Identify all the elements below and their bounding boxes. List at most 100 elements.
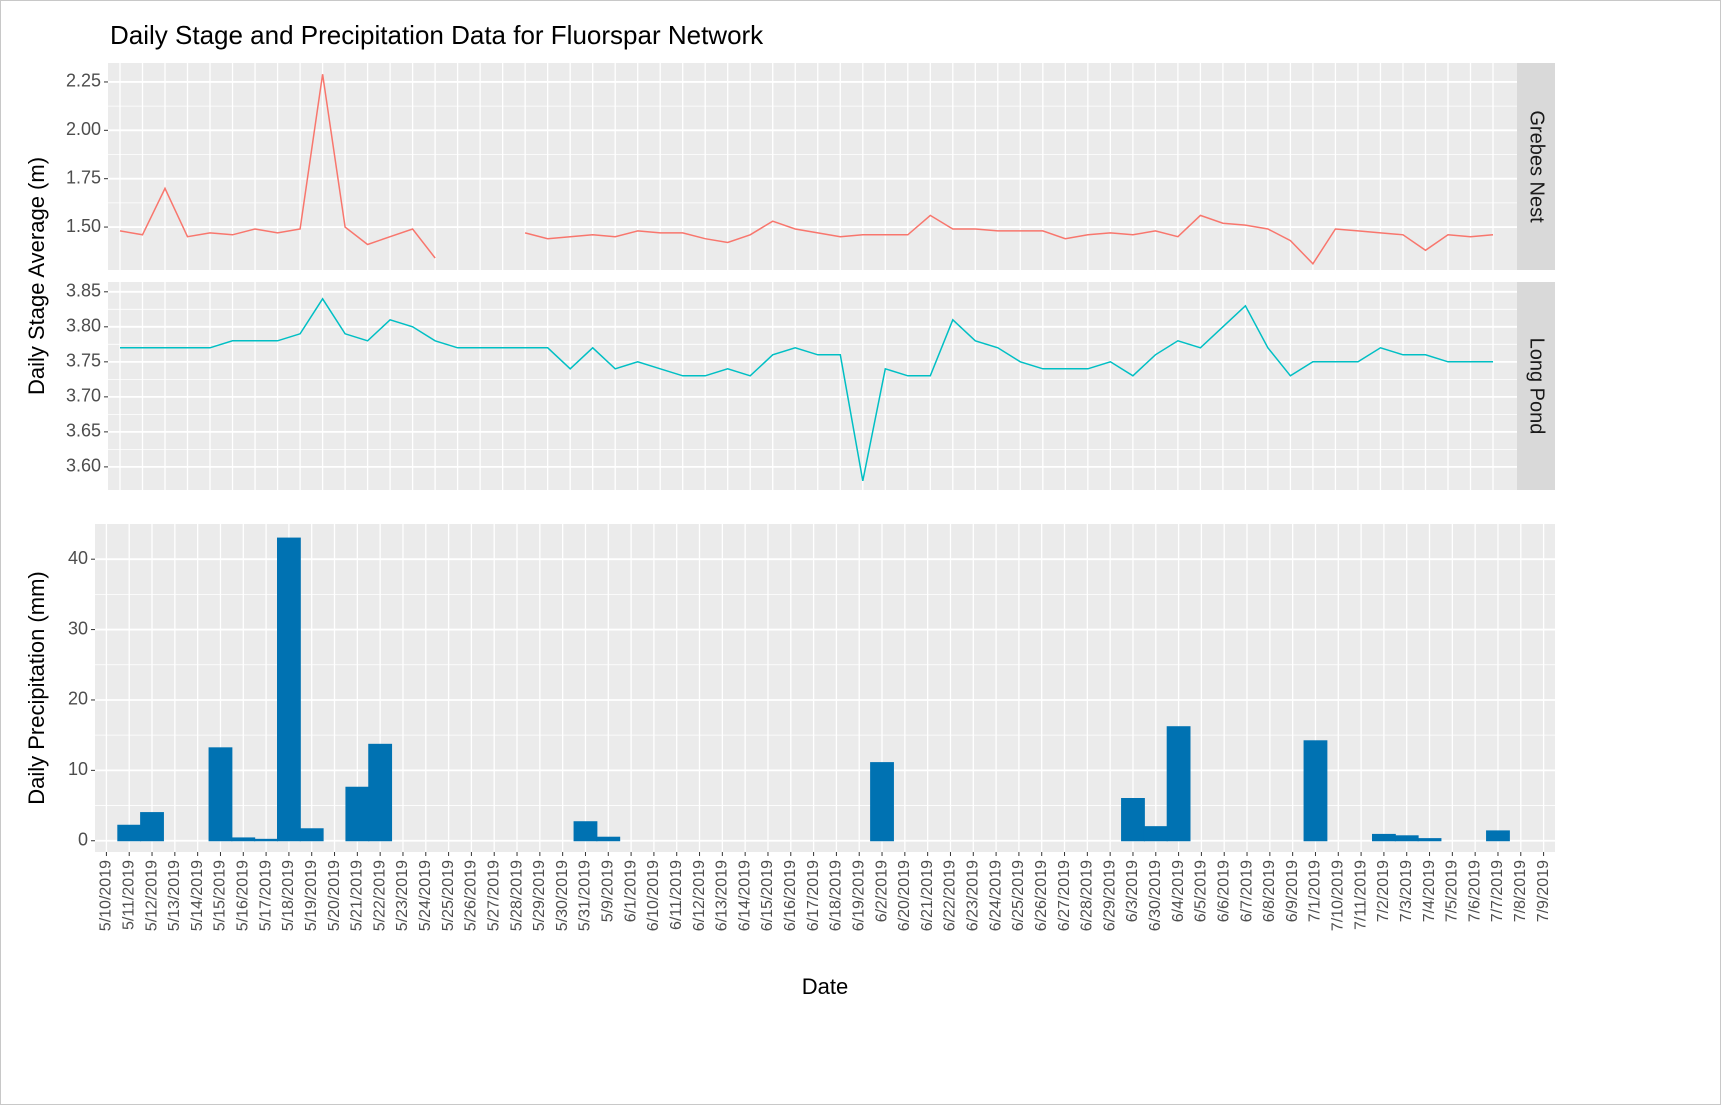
line [120, 297, 1493, 482]
panel-background [108, 63, 1517, 270]
bar [1417, 838, 1442, 842]
x-tick-label: 5/20/2019 [326, 860, 343, 931]
y-tick-label: 40 [68, 548, 88, 568]
x-tick-label: 7/8/2019 [1512, 860, 1529, 922]
bar [231, 837, 256, 842]
bar [1486, 830, 1510, 842]
x-tick-label: 7/3/2019 [1398, 860, 1415, 922]
y-tick-label: 30 [68, 618, 88, 638]
strip-label: Long Pond [1526, 338, 1548, 435]
x-tick-label: 6/27/2019 [1056, 860, 1073, 931]
x-tick-label: 6/29/2019 [1101, 860, 1118, 931]
y-axis-title: Daily Precipitation (mm) [24, 571, 49, 805]
y-tick-label: 3.75 [66, 351, 101, 371]
y-tick-label: 1.50 [66, 216, 101, 236]
x-tick-label: 6/13/2019 [714, 860, 731, 931]
x-tick-label: 7/10/2019 [1330, 860, 1347, 931]
x-tick-label: 6/4/2019 [1170, 860, 1187, 922]
x-tick-label: 5/16/2019 [235, 860, 252, 931]
x-tick-label: 6/23/2019 [965, 860, 982, 931]
x-tick-label: 6/28/2019 [1079, 860, 1096, 931]
x-tick-label: 5/24/2019 [417, 860, 434, 931]
bar [1372, 833, 1396, 842]
line [119, 74, 1494, 265]
bar [1303, 740, 1328, 842]
x-tick-label: 6/12/2019 [691, 860, 708, 931]
bar [299, 828, 324, 842]
y-axis-title: Daily Stage Average (m) [24, 157, 49, 395]
bar [345, 786, 370, 842]
y-tick-label: 0 [78, 829, 88, 849]
strip-background [1517, 63, 1555, 270]
y-tick-label: 3.65 [66, 421, 101, 441]
bar [573, 821, 598, 842]
x-tick-label: 6/11/2019 [668, 860, 685, 930]
x-tick-label: 7/6/2019 [1466, 860, 1483, 922]
x-tick-label: 6/26/2019 [1033, 860, 1050, 931]
y-tick-label: 3.60 [66, 456, 101, 476]
x-tick-label: 6/10/2019 [645, 860, 662, 931]
x-tick-label: 5/18/2019 [280, 860, 297, 931]
x-tick-label: 5/23/2019 [394, 860, 411, 931]
x-tick-label: 6/6/2019 [1215, 860, 1232, 922]
bar [1394, 835, 1419, 842]
chart-title: Daily Stage and Precipitation Data for F… [110, 20, 764, 50]
x-tick-label: 7/4/2019 [1421, 860, 1438, 922]
x-tick-label: 7/11/2019 [1352, 860, 1369, 930]
x-tick-label: 7/9/2019 [1535, 860, 1552, 922]
x-tick-label: 6/9/2019 [1284, 860, 1301, 922]
x-tick-label: 5/17/2019 [257, 860, 274, 931]
x-tick-label: 6/15/2019 [759, 860, 776, 931]
strip-label: Grebes Nest [1526, 110, 1548, 223]
x-tick-label: 5/21/2019 [349, 860, 366, 931]
x-tick-label: 6/24/2019 [987, 860, 1004, 931]
y-tick-label: 20 [68, 689, 88, 709]
x-axis-title: Date [802, 974, 848, 999]
bar [368, 743, 393, 842]
x-tick-label: 5/26/2019 [463, 860, 480, 931]
x-tick-label: 5/14/2019 [189, 860, 206, 931]
x-tick-label: 6/7/2019 [1238, 860, 1255, 922]
x-tick-label: 5/12/2019 [143, 860, 160, 931]
panel-background [108, 282, 1517, 490]
x-tick-label: 7/5/2019 [1444, 860, 1461, 922]
bar [208, 747, 233, 842]
x-tick-label: 6/20/2019 [896, 860, 913, 931]
x-tick-label: 7/7/2019 [1489, 860, 1506, 922]
y-tick-label: 10 [68, 759, 88, 779]
bar [277, 537, 301, 842]
bar [596, 836, 621, 842]
x-tick-label: 6/18/2019 [828, 860, 845, 931]
y-tick-label: 3.70 [66, 386, 101, 406]
x-tick-label: 7/2/2019 [1375, 860, 1392, 922]
x-tick-label: 5/13/2019 [166, 860, 183, 931]
x-tick-label: 6/25/2019 [1010, 860, 1027, 931]
x-tick-label: 5/27/2019 [485, 860, 502, 931]
x-tick-label: 6/3/2019 [1124, 860, 1141, 922]
x-tick-label: 5/28/2019 [508, 860, 525, 931]
x-tick-label: 6/21/2019 [919, 860, 936, 931]
bar [1166, 726, 1191, 842]
x-tick-label: 5/29/2019 [531, 860, 548, 931]
x-tick-label: 5/15/2019 [212, 860, 229, 931]
x-tick-label: 7/1/2019 [1307, 860, 1324, 922]
x-tick-label: 6/5/2019 [1193, 860, 1210, 922]
bar [254, 838, 278, 842]
x-tick-label: 6/16/2019 [782, 860, 799, 931]
bar [117, 824, 142, 842]
x-tick-label: 6/1/2019 [622, 860, 639, 922]
x-tick-label: 5/11/2019 [120, 860, 137, 930]
x-tick-label: 6/17/2019 [805, 860, 822, 931]
x-tick-label: 6/2/2019 [873, 860, 890, 922]
x-tick-label: 5/9/2019 [600, 860, 617, 922]
x-tick-label: 6/14/2019 [736, 860, 753, 931]
x-tick-label: 5/25/2019 [440, 860, 457, 931]
x-tick-label: 5/30/2019 [554, 860, 571, 931]
strip-background [1517, 282, 1555, 490]
x-tick-label: 5/31/2019 [577, 860, 594, 931]
x-tick-label: 6/22/2019 [942, 860, 959, 931]
y-tick-label: 2.25 [66, 71, 101, 91]
x-tick-label: 6/19/2019 [850, 860, 867, 931]
